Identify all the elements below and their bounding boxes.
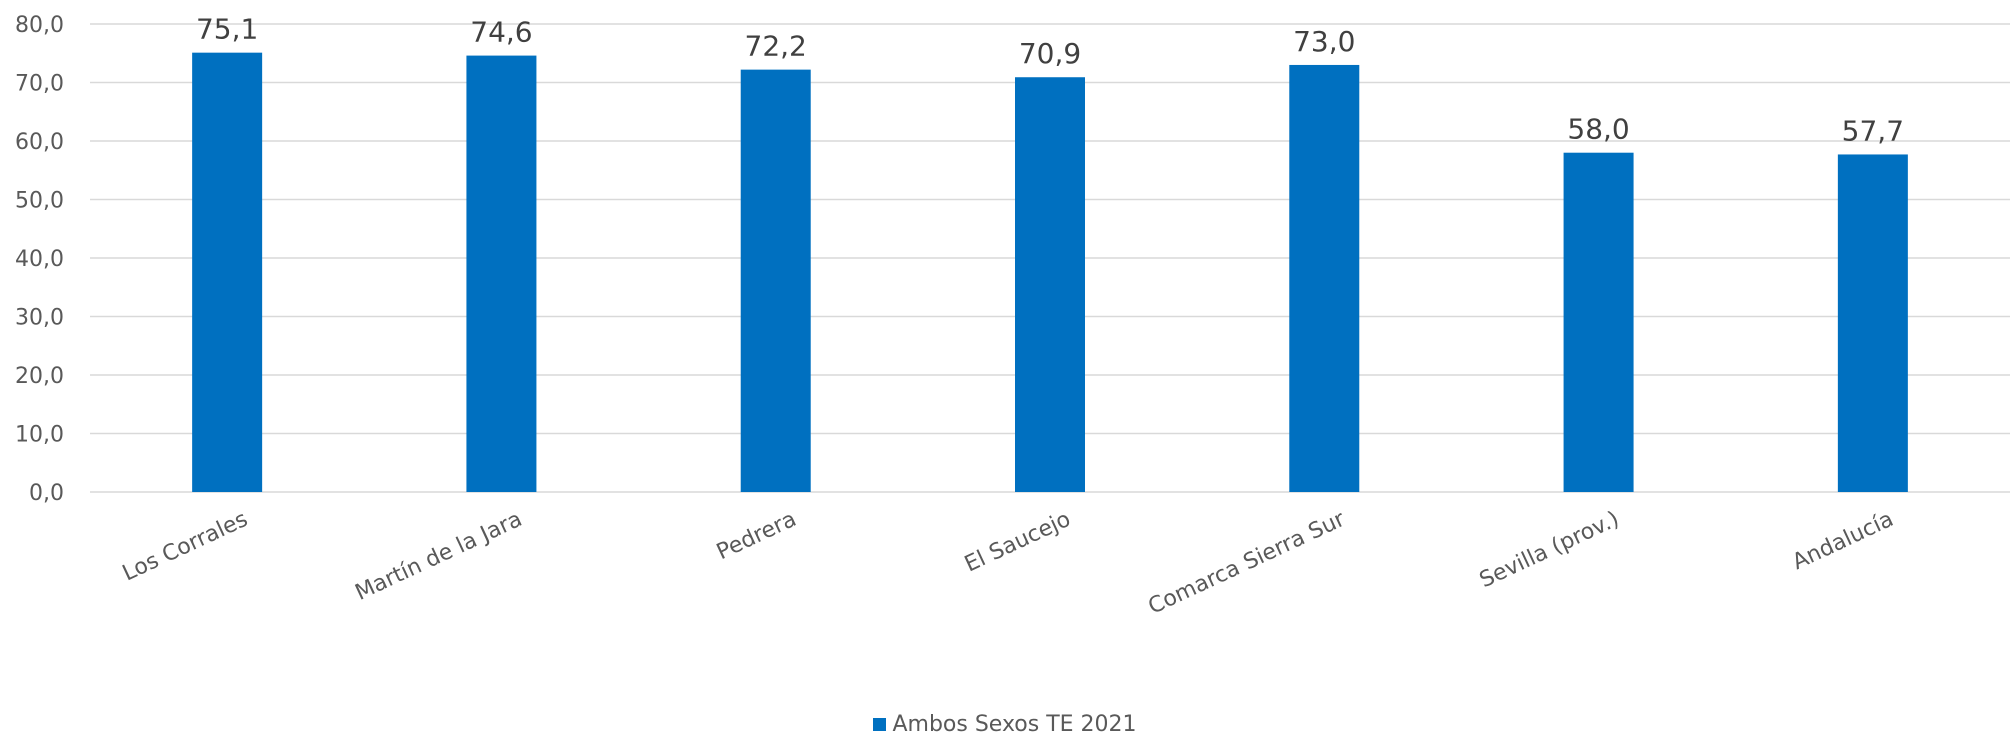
x-tick-label: Los Corrales xyxy=(119,507,252,587)
legend-label: Ambos Sexos TE 2021 xyxy=(892,712,1137,737)
y-tick-label: 60,0 xyxy=(15,130,64,155)
bars xyxy=(192,52,1908,493)
bar xyxy=(466,55,537,493)
y-tick-label: 20,0 xyxy=(15,364,64,389)
legend: Ambos Sexos TE 2021 xyxy=(0,712,2010,737)
data-label: 70,9 xyxy=(1019,37,1081,70)
y-tick-label: 0,0 xyxy=(29,481,64,506)
bar xyxy=(1289,64,1360,492)
data-label: 58,0 xyxy=(1567,113,1629,146)
bar xyxy=(1837,154,1908,492)
x-tick-label: Sevilla (prov.) xyxy=(1476,507,1623,593)
x-tick-label: Comarca Sierra Sur xyxy=(1145,506,1350,619)
y-tick-label: 30,0 xyxy=(15,306,64,331)
x-tick-label: El Saucejo xyxy=(961,507,1075,578)
legend-swatch xyxy=(873,718,887,731)
bar xyxy=(1563,152,1634,492)
data-label: 72,2 xyxy=(745,30,807,63)
data-labels: 75,1 74,6 72,2 70,9 73,0 58,0 57,7 xyxy=(196,13,1904,148)
data-label: 57,7 xyxy=(1842,114,1904,147)
x-axis: Los Corrales Martín de la Jara Pedrera El S… xyxy=(119,506,1898,619)
y-axis: 0,0 10,0 20,0 30,0 40,0 50,0 60,0 70,0 80,0 xyxy=(15,13,64,506)
x-tick-label: Andalucía xyxy=(1789,507,1898,575)
bar-chart: 0,0 10,0 20,0 30,0 40,0 50,0 60,0 70,0 80,0 75,1… xyxy=(15,13,2010,620)
y-tick-label: 80,0 xyxy=(15,13,64,38)
data-label: 74,6 xyxy=(470,16,532,49)
y-tick-label: 40,0 xyxy=(15,247,64,272)
y-tick-label: 10,0 xyxy=(15,423,64,448)
y-tick-label: 70,0 xyxy=(15,72,64,97)
x-tick-label: Martín de la Jara xyxy=(352,507,526,606)
data-label: 75,1 xyxy=(196,13,258,46)
bar xyxy=(740,69,811,492)
bar xyxy=(1015,77,1085,493)
y-tick-label: 50,0 xyxy=(15,189,64,214)
x-tick-label: Pedrera xyxy=(713,507,800,565)
legend-item: Ambos Sexos TE 2021 xyxy=(873,712,1137,737)
data-label: 73,0 xyxy=(1293,25,1355,58)
bar xyxy=(192,52,263,492)
